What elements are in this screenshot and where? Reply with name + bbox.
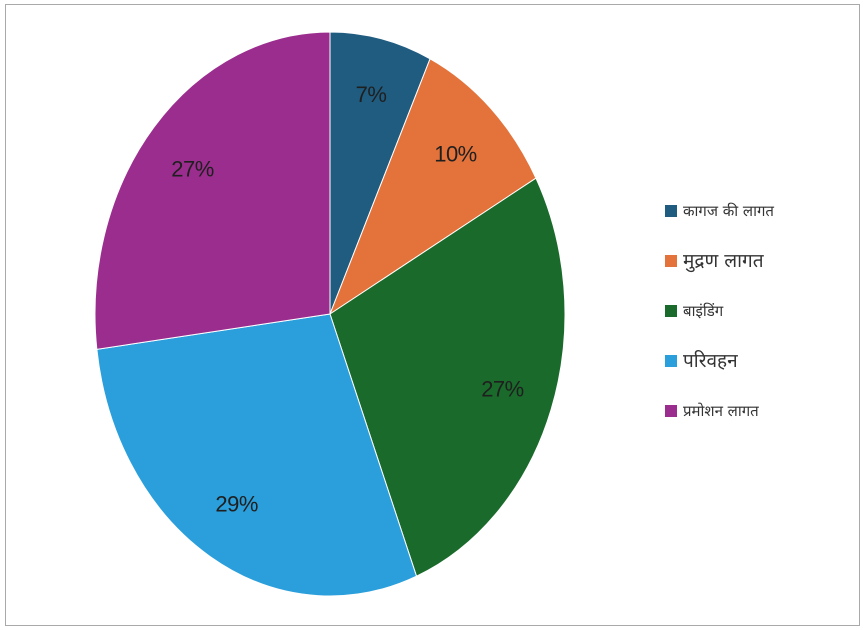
slice-label-parivahan: 29%: [215, 491, 258, 516]
chart-legend: कागज की लागत मुद्रण लागत बाइंडिंग परिवहन…: [665, 196, 855, 446]
slice-label-mudran: 10%: [434, 142, 477, 167]
pie-value-labels: 7% 10% 27% 29% 27%: [171, 82, 524, 516]
pie-slice-binding: [329, 177, 566, 577]
pie-slices: [94, 31, 566, 597]
legend-item-binding: बाइंडिंग: [665, 296, 855, 326]
pie-slice-kagaj: [329, 31, 431, 315]
legend-label: कागज की लागत: [683, 201, 774, 220]
legend-swatch: [665, 255, 677, 267]
slice-label-binding: 27%: [481, 377, 524, 402]
pie-slice-parivahan: [96, 313, 418, 597]
legend-swatch: [665, 405, 677, 417]
legend-label: परिवहन: [683, 349, 738, 372]
legend-item-parivahan: परिवहन: [665, 346, 855, 376]
legend-swatch: [665, 305, 677, 317]
pie-slice-promotion: [94, 31, 331, 350]
legend-label: मुद्रण लागत: [683, 249, 764, 272]
pie-slice-mudran: [328, 58, 537, 316]
legend-swatch: [665, 205, 677, 217]
legend-label: प्रमोशन लागत: [683, 401, 759, 420]
legend-item-kagaj: कागज की लागत: [665, 196, 855, 226]
slice-label-promotion: 27%: [171, 157, 214, 182]
legend-item-promotion: प्रमोशन लागत: [665, 396, 855, 426]
legend-item-mudran: मुद्रण लागत: [665, 246, 855, 276]
legend-swatch: [665, 355, 677, 367]
slice-label-kagaj: 7%: [356, 82, 387, 107]
legend-label: बाइंडिंग: [683, 301, 724, 320]
